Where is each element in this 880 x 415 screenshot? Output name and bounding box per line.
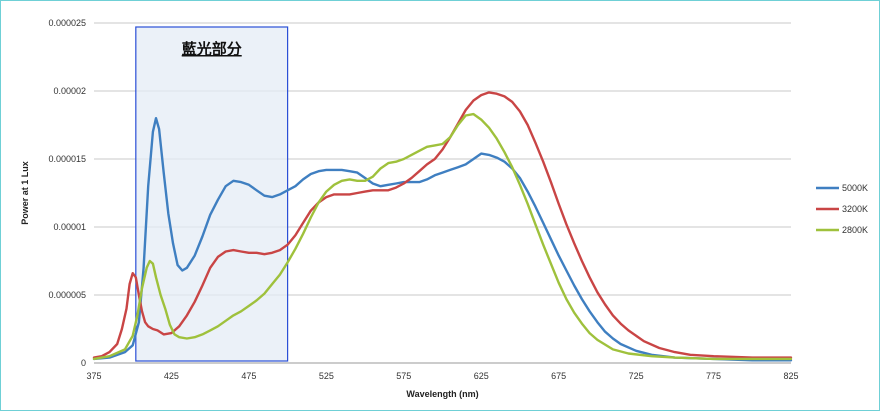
series-line-3200K xyxy=(92,91,793,359)
x-axis-title: Wavelength (nm) xyxy=(406,389,478,399)
x-tick-label: 675 xyxy=(551,371,566,381)
legend-label-5000K: 5000K xyxy=(842,183,868,193)
y-tick-label: 0.000025 xyxy=(48,18,86,28)
annotation-layer: 藍光部分 xyxy=(135,26,289,362)
y-tick-label: 0.00001 xyxy=(53,222,86,232)
legend: 5000K 3200K 2800K xyxy=(816,183,868,235)
series-layer xyxy=(92,91,793,362)
blue-light-region-box xyxy=(135,26,289,362)
y-tick-label: 0.000005 xyxy=(48,290,86,300)
legend-label-3200K: 3200K xyxy=(842,204,868,214)
y-tick-label: 0.00002 xyxy=(53,86,86,96)
y-tick-labels: 0 0.000005 0.00001 0.000015 0.00002 0.000025 xyxy=(48,18,86,368)
y-tick-label: 0.000015 xyxy=(48,154,86,164)
x-tick-label: 825 xyxy=(783,371,798,381)
x-tick-labels: 375 425 475 525 575 625 675 725 775 825 xyxy=(86,371,798,381)
y-tick-label: 0 xyxy=(81,358,86,368)
series-line-2800K xyxy=(92,112,793,361)
x-tick-label: 425 xyxy=(164,371,179,381)
blue-light-region-label: 藍光部分 xyxy=(182,40,242,58)
x-tick-label: 575 xyxy=(396,371,411,381)
x-tick-label: 375 xyxy=(86,371,101,381)
x-tick-label: 525 xyxy=(319,371,334,381)
legend-label-2800K: 2800K xyxy=(842,225,868,235)
x-tick-label: 625 xyxy=(474,371,489,381)
x-tick-label: 475 xyxy=(241,371,256,381)
y-axis-title: Power at 1 Lux xyxy=(20,161,30,225)
x-tick-label: 775 xyxy=(706,371,721,381)
x-tick-label: 725 xyxy=(629,371,644,381)
series-line-5000K xyxy=(92,117,793,362)
